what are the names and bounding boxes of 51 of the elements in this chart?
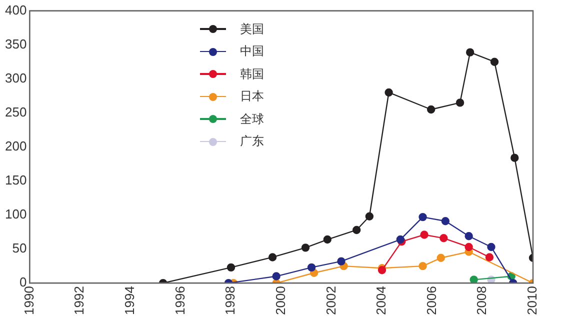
point [440,234,448,242]
y-tick-label: 250 [4,104,27,120]
point [510,154,519,162]
point [272,272,280,280]
y-tick-label: 200 [4,138,27,154]
x-tick-label: 2006 [424,286,439,315]
point [420,230,428,239]
point [226,263,236,272]
legend-label: 韩国 [240,66,264,83]
point [490,58,499,66]
legend-label: 美国 [240,20,264,38]
point [418,212,427,222]
y-tick-label: 150 [4,172,27,188]
point [365,212,374,220]
point [466,48,474,56]
point [456,98,464,107]
point [470,276,478,284]
x-tick-label: 1998 [222,286,238,315]
point [487,242,496,252]
x-tick-label: 2002 [323,286,338,315]
x-tick-label: 1992 [72,286,87,315]
point [418,262,427,270]
x-tick-label: 1996 [172,286,188,315]
point [464,232,473,240]
point [301,244,310,252]
y-tick-label: 400 [4,2,27,18]
point [441,217,450,226]
y-tick-label: 300 [4,70,27,86]
x-tick-label: 1994 [122,286,137,315]
point [384,88,393,97]
y-tick-label: 350 [4,36,27,52]
point [426,105,436,114]
legend-label: 广东 [240,133,264,150]
point [464,242,473,252]
legend-label: 日本 [240,88,264,106]
point [268,253,277,262]
point [352,226,361,234]
y-tick-label: 100 [4,206,27,222]
x-tick-label: 2008 [474,286,490,315]
point [307,263,316,272]
x-tick-label: 2010 [524,286,540,315]
point [436,254,445,262]
legend-label: 全球 [240,110,264,128]
y-tick-label: 50 [12,240,27,256]
point [323,235,332,244]
point [337,257,346,266]
legend-label: 中国 [240,43,264,60]
x-tick-label: 1990 [21,286,36,315]
x-tick-label: 2004 [374,286,389,315]
point [485,253,494,262]
x-tick-label: 2000 [272,286,288,315]
